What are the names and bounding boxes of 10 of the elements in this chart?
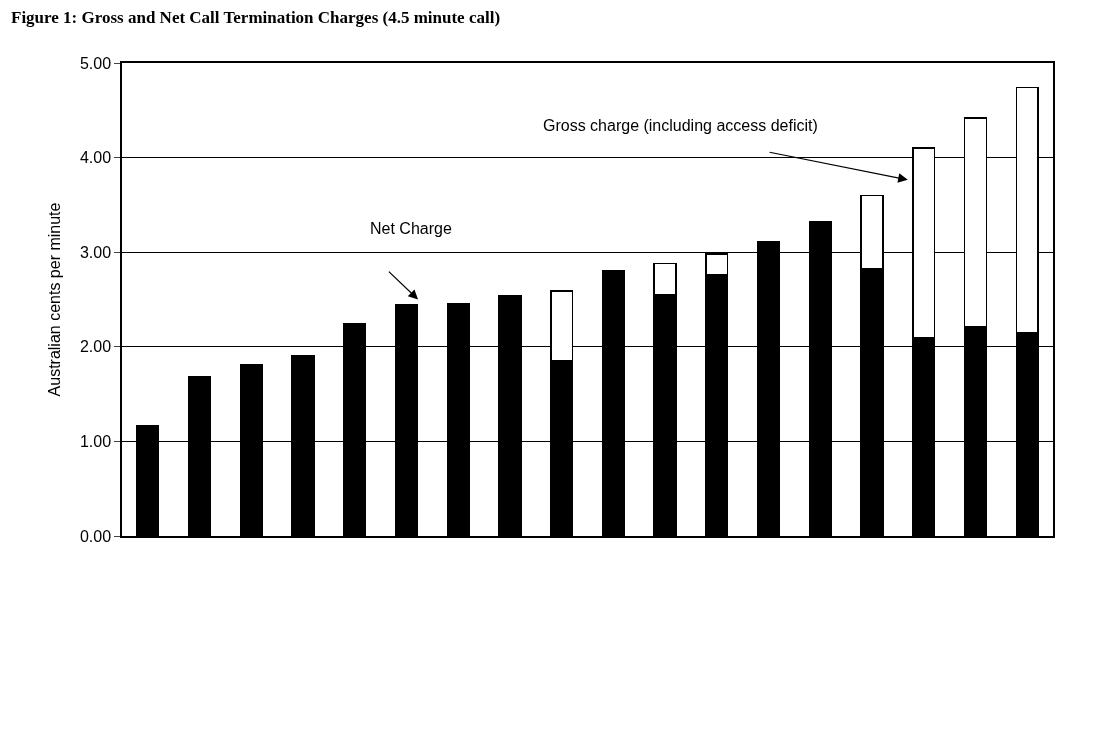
y-tick-label: 5.00 (79, 54, 112, 72)
y-tick-label: 1.00 (79, 433, 112, 450)
annotation: Gross charge (including access deficit) (543, 117, 818, 134)
y-tick-label: 3.00 (79, 243, 112, 261)
y-tick-label: 0.00 (79, 527, 112, 545)
y-axis-title: Australian cents per minute (46, 202, 64, 397)
y-tick-label: 4.00 (79, 149, 112, 167)
chart-title: Figure 1: Gross and Net Call Termination Charges (4.5 minute call) (11, 7, 501, 27)
annotation: Net Charge (370, 220, 452, 237)
y-tick-label: 2.00 (79, 338, 112, 356)
